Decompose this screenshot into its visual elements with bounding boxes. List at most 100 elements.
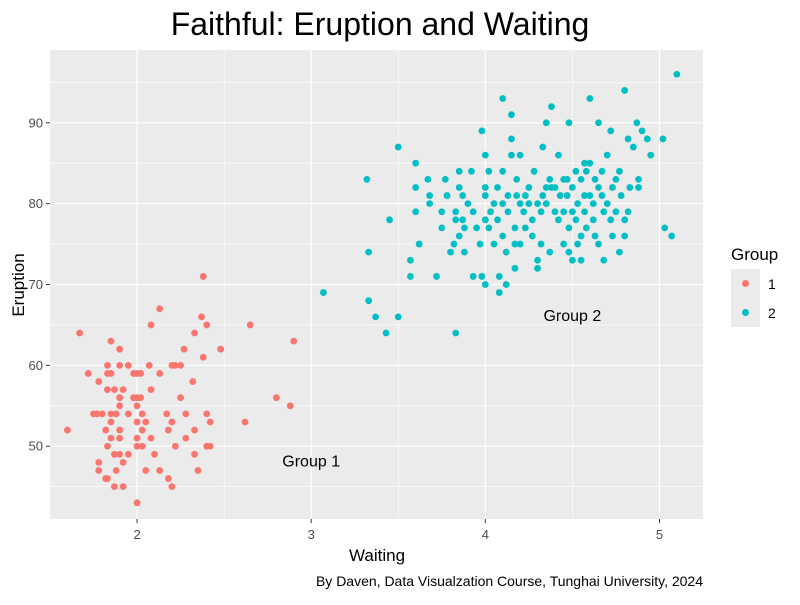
data-point-group-2: [502, 248, 510, 256]
data-point-group-2: [548, 103, 555, 111]
data-point-group-2: [551, 208, 559, 216]
data-point-group-1: [198, 313, 205, 321]
data-point-group-2: [499, 95, 507, 102]
data-point-group-1: [147, 321, 155, 329]
data-point-group-2: [438, 208, 446, 216]
data-point-group-2: [504, 192, 512, 199]
data-point-group-2: [616, 167, 623, 175]
annotation-group-1: Group 1: [282, 453, 340, 470]
data-point-group-1: [95, 378, 103, 385]
data-point-group-2: [624, 208, 632, 216]
y-axis-label: Eruption: [9, 253, 28, 316]
legend: Group 1 2: [731, 245, 778, 327]
data-point-group-2: [452, 208, 460, 216]
data-point-group-1: [119, 458, 127, 466]
data-point-group-1: [111, 483, 118, 491]
data-point-group-2: [560, 240, 568, 248]
data-point-group-2: [659, 135, 667, 143]
data-point-group-2: [513, 175, 521, 183]
data-point-group-2: [607, 127, 615, 135]
data-point-group-2: [450, 240, 458, 248]
data-point-group-2: [528, 216, 536, 224]
data-point-group-2: [555, 216, 562, 224]
data-point-group-2: [499, 200, 507, 208]
data-point-group-2: [595, 184, 602, 191]
data-point-group-1: [116, 450, 124, 458]
data-point-group-2: [542, 200, 550, 208]
data-point-group-2: [537, 208, 545, 216]
data-point-group-2: [433, 273, 440, 280]
data-point-group-2: [530, 167, 538, 175]
data-point-group-2: [504, 208, 512, 216]
data-point-group-2: [382, 329, 390, 337]
data-point-group-2: [455, 167, 463, 175]
data-point-group-1: [156, 305, 164, 313]
data-point-group-1: [272, 394, 280, 402]
data-point-group-1: [107, 410, 115, 418]
data-point-group-1: [182, 410, 190, 418]
data-point-group-2: [626, 184, 634, 191]
data-point-group-2: [607, 216, 615, 224]
data-point-group-1: [138, 426, 146, 434]
data-point-group-1: [168, 483, 176, 491]
data-point-group-1: [165, 475, 172, 482]
data-point-group-2: [577, 256, 585, 264]
data-point-group-1: [199, 273, 207, 280]
data-point-group-2: [516, 240, 524, 248]
data-point-group-2: [481, 192, 489, 199]
data-point-group-1: [84, 370, 92, 377]
data-point-group-1: [133, 434, 141, 442]
data-point-group-2: [473, 224, 481, 232]
legend-label-2: 2: [768, 305, 776, 321]
data-point-group-2: [581, 192, 588, 199]
data-point-group-1: [64, 426, 71, 434]
data-point-group-1: [137, 370, 144, 377]
data-point-group-1: [111, 386, 118, 394]
y-tick-label: 90: [29, 115, 43, 130]
data-point-group-2: [572, 216, 580, 224]
data-point-group-2: [616, 248, 623, 256]
data-point-group-2: [426, 192, 434, 199]
data-point-group-2: [516, 151, 524, 159]
data-point-group-2: [459, 216, 467, 224]
data-point-group-2: [464, 200, 472, 208]
data-point-group-1: [182, 434, 190, 442]
y-tick-label: 70: [29, 277, 43, 292]
data-point-group-1: [98, 410, 106, 418]
data-point-group-1: [203, 321, 211, 329]
data-point-group-1: [217, 345, 225, 353]
data-point-group-2: [494, 184, 501, 191]
y-tick-label: 80: [29, 196, 43, 211]
data-point-group-2: [643, 135, 651, 143]
data-point-group-1: [246, 321, 254, 329]
data-point-group-2: [495, 289, 503, 296]
data-point-group-1: [142, 467, 150, 474]
data-point-group-2: [459, 192, 467, 199]
data-point-group-2: [609, 184, 616, 191]
data-point-group-2: [551, 184, 559, 191]
data-point-group-2: [452, 216, 460, 224]
data-point-group-2: [586, 95, 594, 102]
data-point-group-1: [290, 337, 298, 345]
data-point-group-2: [485, 224, 493, 232]
data-point-group-2: [520, 208, 528, 216]
data-point-group-2: [565, 248, 573, 256]
data-point-group-1: [133, 499, 141, 507]
data-point-group-2: [461, 224, 468, 232]
data-point-group-2: [508, 135, 515, 143]
data-point-group-1: [116, 402, 124, 410]
data-point-group-2: [569, 256, 576, 264]
data-point-group-2: [426, 200, 434, 208]
data-point-group-2: [469, 273, 477, 280]
data-point-group-2: [508, 111, 515, 119]
data-point-group-2: [365, 297, 373, 305]
x-axis: 2 3 4 5: [133, 519, 663, 542]
data-point-group-2: [555, 151, 562, 159]
data-point-group-1: [76, 329, 84, 337]
data-point-group-2: [494, 216, 501, 224]
data-point-group-2: [443, 192, 451, 199]
data-point-group-1: [286, 402, 294, 410]
data-point-group-1: [171, 361, 179, 369]
x-tick-label: 2: [133, 527, 140, 542]
